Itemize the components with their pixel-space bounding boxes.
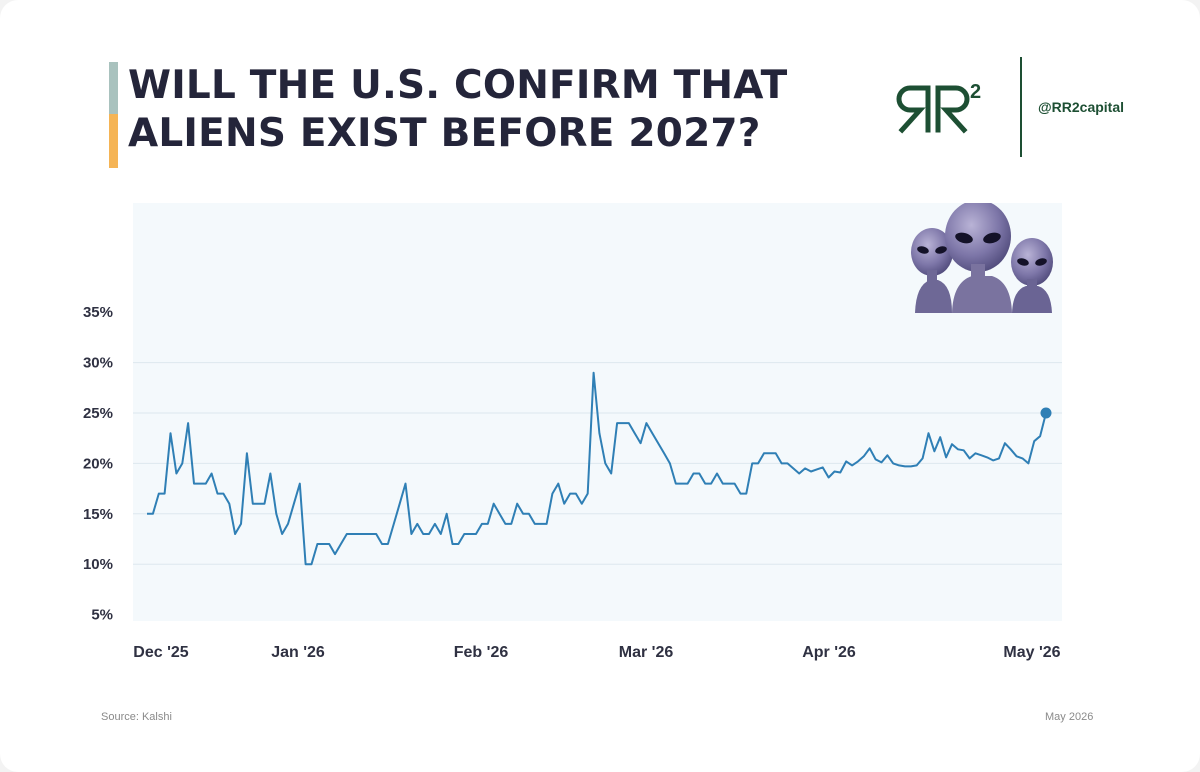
- x-tick-label: Apr '26: [802, 644, 856, 661]
- title-accent-bar-bottom: [109, 114, 118, 168]
- x-tick-label: Mar '26: [619, 644, 674, 661]
- source-note: Source: Kalshi: [101, 711, 172, 723]
- publish-date: May 2026: [1045, 711, 1094, 723]
- y-tick-label: 10%: [83, 556, 113, 573]
- y-tick-label: 30%: [83, 355, 113, 372]
- x-tick-label: Dec '25: [133, 644, 189, 661]
- chart-title: WILL THE U.S. CONFIRM THAT ALIENS EXIST …: [128, 62, 787, 158]
- title-accent-bar-top: [109, 62, 118, 114]
- y-tick-label: 25%: [83, 405, 113, 422]
- logo-divider: [1020, 57, 1022, 157]
- aliens-illustration: [911, 203, 1053, 313]
- rr2-logo: 2: [896, 81, 981, 134]
- y-axis-ticks: 5% 10% 15% 20% 25% 30% 35%: [83, 304, 113, 623]
- social-handle[interactable]: @RR2capital: [1038, 99, 1125, 115]
- svg-text:2: 2: [970, 81, 981, 103]
- y-tick-label: 5%: [91, 607, 113, 624]
- x-tick-label: Jan '26: [271, 644, 325, 661]
- x-axis-ticks: Dec '25 Jan '26 Feb '26 Mar '26 Apr '26 May '…: [133, 644, 1060, 661]
- series-end-marker: [1040, 407, 1052, 419]
- title-line-1: WILL THE U.S. CONFIRM THAT: [128, 63, 788, 108]
- y-tick-label: 35%: [83, 304, 113, 321]
- y-tick-label: 15%: [83, 506, 113, 523]
- x-tick-label: May '26: [1003, 644, 1060, 661]
- x-tick-label: Feb '26: [454, 644, 509, 661]
- y-tick-label: 20%: [83, 455, 113, 472]
- title-line-2: ALIENS EXIST BEFORE 2027?: [128, 111, 761, 156]
- series-line: [147, 371, 1047, 566]
